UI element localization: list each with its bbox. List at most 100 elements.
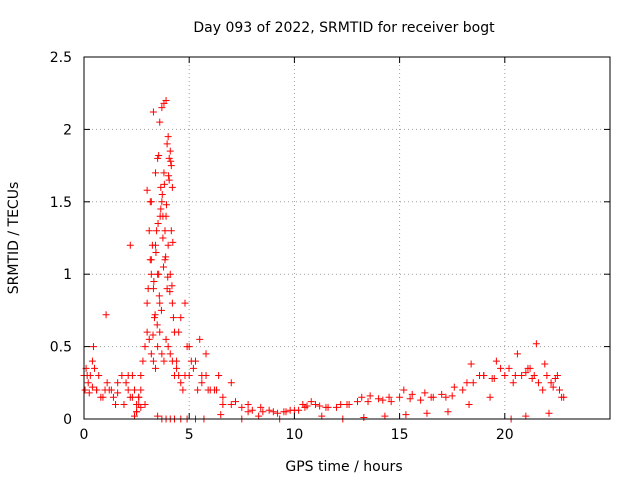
data-point <box>522 369 530 377</box>
data-point <box>149 357 157 365</box>
data-point <box>145 227 153 235</box>
data-point <box>109 393 117 401</box>
data-point <box>539 386 547 394</box>
data-point <box>155 151 163 159</box>
data-point <box>164 343 172 351</box>
x-tick-label: 15 <box>391 427 409 443</box>
data-point <box>204 386 212 394</box>
data-point <box>400 386 408 394</box>
data-point <box>81 386 89 394</box>
data-point <box>167 162 175 170</box>
data-point <box>421 389 429 397</box>
data-point <box>450 383 458 391</box>
data-point <box>497 364 505 372</box>
data-point <box>558 393 566 401</box>
y-tick-label: 0.5 <box>50 340 72 356</box>
data-point <box>143 328 151 336</box>
data-point <box>303 402 311 410</box>
data-point <box>316 402 324 410</box>
data-point <box>141 343 149 351</box>
data-point <box>248 406 256 414</box>
data-point <box>120 401 128 409</box>
data-point <box>175 328 183 336</box>
data-point <box>118 372 126 380</box>
data-point <box>530 372 538 380</box>
data-point <box>158 198 166 206</box>
data-point <box>161 227 169 235</box>
data-point <box>231 398 239 406</box>
data-point <box>162 253 170 261</box>
data-point <box>219 393 227 401</box>
data-point <box>154 154 162 162</box>
data-point <box>522 412 530 420</box>
data-point <box>156 328 164 336</box>
data-point <box>543 372 551 380</box>
data-point <box>89 343 97 351</box>
data-point <box>227 379 235 387</box>
data-point <box>259 408 267 416</box>
axis-ticks: 0 5 10 15 20 0 0.5 1 1.5 2 2.5 <box>50 50 610 443</box>
data-point <box>547 379 555 387</box>
data-point <box>165 154 173 162</box>
data-point <box>509 379 517 387</box>
data-point <box>158 191 166 199</box>
data-point <box>162 96 170 104</box>
y-tick-label: 0 <box>63 412 72 428</box>
data-point <box>114 389 122 397</box>
data-point <box>238 403 246 411</box>
data-point <box>545 409 553 417</box>
data-point <box>408 390 416 398</box>
data-point <box>158 350 166 358</box>
data-point <box>541 360 549 368</box>
data-point <box>143 186 151 194</box>
data-point <box>152 248 160 256</box>
data-point <box>311 401 319 409</box>
data-point <box>551 374 559 382</box>
data-point <box>549 383 557 391</box>
data-point <box>85 389 93 397</box>
data-point <box>295 406 303 414</box>
data-point <box>492 357 500 365</box>
data-point <box>169 238 177 246</box>
data-point <box>164 241 172 249</box>
data-point <box>202 350 210 358</box>
data-point <box>324 403 332 411</box>
data-point <box>156 299 164 307</box>
data-point <box>166 147 174 155</box>
data-point <box>152 169 160 177</box>
data-point <box>189 364 197 372</box>
data-point <box>83 372 91 380</box>
data-point <box>135 393 143 401</box>
data-point <box>534 379 542 387</box>
data-point <box>88 383 96 391</box>
data-point <box>265 406 273 414</box>
data-point <box>130 386 138 394</box>
data-point <box>532 340 540 348</box>
data-point <box>345 401 353 409</box>
data-point <box>169 314 177 322</box>
data-point <box>95 372 103 380</box>
data-point <box>173 364 181 372</box>
data-point <box>465 401 473 409</box>
data-point <box>168 282 176 290</box>
data-point <box>161 256 169 264</box>
data-point <box>147 350 155 358</box>
data-point <box>84 379 92 387</box>
data-point <box>187 357 195 365</box>
chart-title: Day 093 of 2022, SRMTID for receiver bog… <box>193 20 495 36</box>
data-point <box>198 379 206 387</box>
data-point <box>244 408 252 416</box>
data-point <box>153 227 161 235</box>
data-point <box>518 372 526 380</box>
data-point <box>155 292 163 300</box>
data-point <box>143 299 151 307</box>
x-tick-label: 5 <box>185 427 194 443</box>
data-point <box>381 412 389 420</box>
data-point <box>467 360 475 368</box>
x-tick-label: 10 <box>285 427 303 443</box>
data-point <box>164 273 172 281</box>
data-point <box>219 401 227 409</box>
data-point <box>417 396 425 404</box>
data-point <box>318 412 326 420</box>
